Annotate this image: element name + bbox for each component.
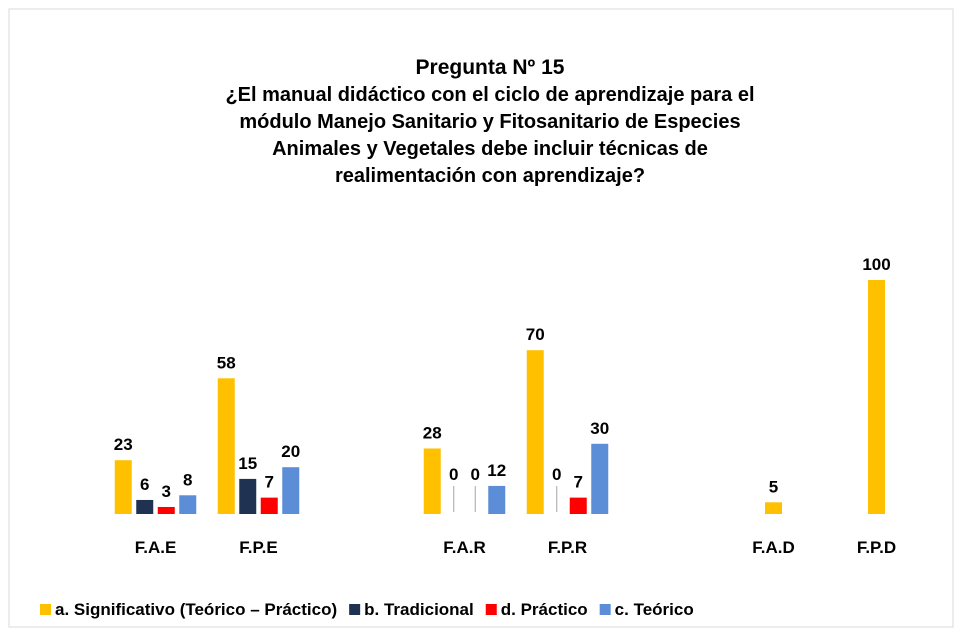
bar	[157, 506, 175, 514]
x-tick-label: F.A.E	[135, 538, 177, 557]
data-label: 8	[183, 470, 192, 489]
legend-label: a. Significativo (Teórico – Práctico)	[55, 600, 337, 619]
data-label: 7	[265, 473, 274, 492]
data-label: 58	[217, 353, 236, 372]
bar	[765, 502, 782, 514]
chart-title: módulo Manejo Sanitario y Fitosanitario …	[239, 111, 740, 133]
data-label: 28	[423, 423, 442, 442]
data-label: 0	[471, 465, 480, 484]
bar	[179, 495, 197, 514]
data-label: 6	[140, 475, 149, 494]
x-tick-label: F.P.R	[548, 538, 587, 557]
data-label: 30	[590, 419, 609, 438]
bar	[217, 378, 235, 514]
chart-title: realimentación con aprendizaje?	[335, 165, 645, 187]
x-tick-label: F.P.D	[857, 538, 896, 557]
data-label: 15	[238, 454, 257, 473]
chart-title: Animales y Vegetales debe incluir técnic…	[272, 138, 708, 160]
chart-title: ¿El manual didáctico con el ciclo de apr…	[225, 84, 754, 106]
bar	[526, 350, 544, 514]
bar	[591, 443, 609, 514]
bar	[114, 460, 132, 514]
data-label: 23	[114, 435, 133, 454]
data-label: 5	[769, 477, 778, 496]
data-label: 70	[526, 325, 545, 344]
legend-swatch	[40, 604, 51, 615]
legend-label: c. Teórico	[615, 600, 694, 619]
legend-label: b. Tradicional	[364, 600, 474, 619]
data-label: 100	[862, 255, 890, 274]
bar	[282, 467, 300, 514]
data-label: 3	[162, 482, 171, 501]
x-tick-label: F.A.D	[752, 538, 795, 557]
legend-swatch	[349, 604, 361, 615]
data-label: 0	[552, 465, 561, 484]
legend-label: d. Práctico	[501, 600, 588, 619]
bar	[423, 448, 441, 514]
data-label: 20	[281, 442, 300, 461]
data-label: 12	[487, 461, 506, 480]
bar	[868, 280, 885, 514]
bar	[136, 499, 154, 514]
data-label: 0	[449, 465, 458, 484]
chart-title: Pregunta Nº 15	[416, 56, 565, 79]
bar	[260, 497, 278, 514]
x-tick-label: F.P.E	[239, 538, 277, 557]
bar	[488, 485, 506, 514]
legend-swatch	[485, 604, 497, 615]
legend-swatch	[599, 604, 611, 615]
bar	[239, 478, 257, 514]
data-label: 7	[574, 473, 583, 492]
chart-border	[8, 8, 954, 628]
x-tick-label: F.A.R	[443, 538, 486, 557]
bar	[569, 497, 587, 514]
